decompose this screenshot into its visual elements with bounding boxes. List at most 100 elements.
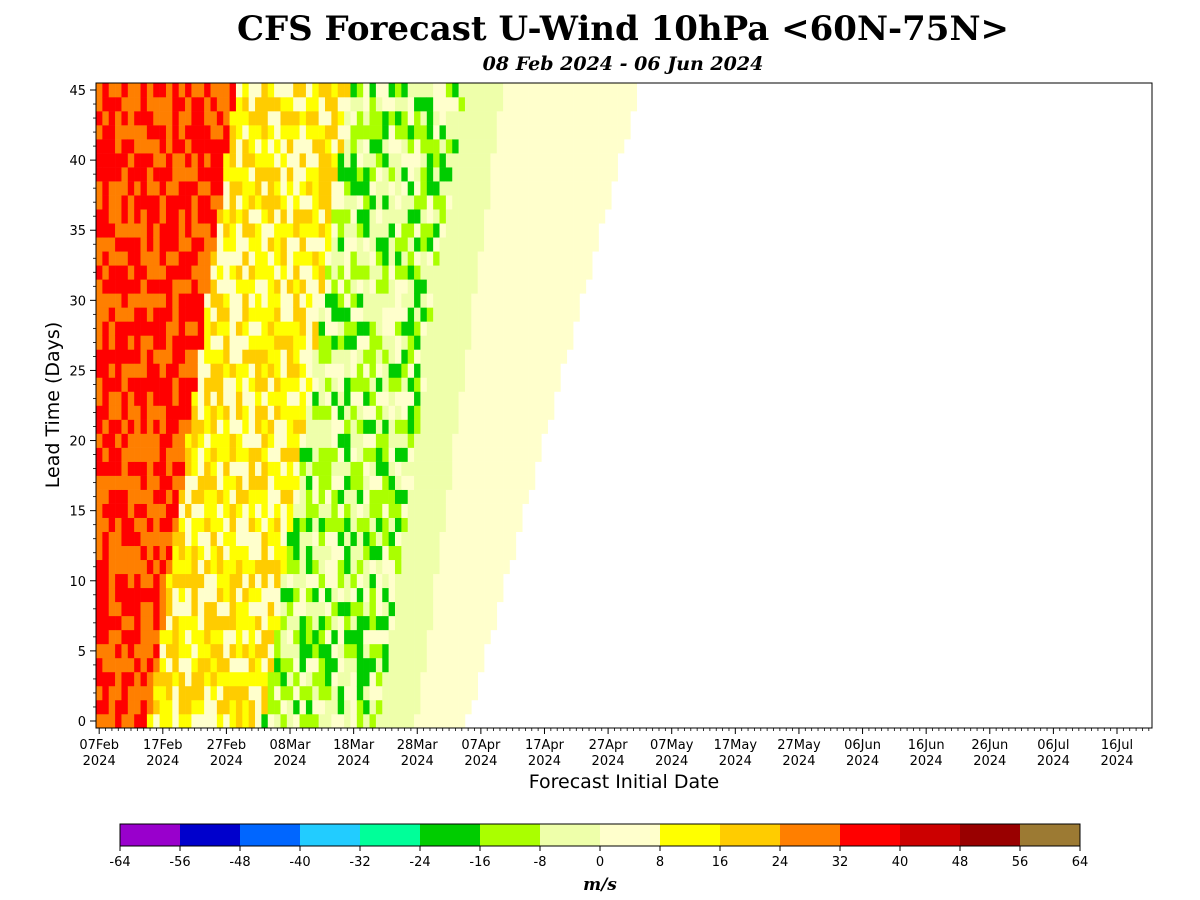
heatmap-cell xyxy=(439,349,447,364)
heatmap-cell xyxy=(210,419,218,434)
heatmap-cell xyxy=(464,391,472,406)
heatmap-cell xyxy=(146,447,154,462)
heatmap-cell xyxy=(172,447,179,462)
heatmap-cell xyxy=(121,629,129,645)
heatmap-cell xyxy=(592,125,599,140)
heatmap-cell xyxy=(267,713,275,729)
heatmap-cell xyxy=(267,433,275,448)
heatmap-cell xyxy=(337,139,345,154)
heatmap-cell xyxy=(344,111,351,126)
heatmap-cell xyxy=(515,377,523,392)
heatmap-cell xyxy=(134,433,141,448)
heatmap-cell xyxy=(579,251,587,266)
heatmap-cell xyxy=(108,559,116,575)
heatmap-cell xyxy=(382,237,389,252)
heatmap-cell xyxy=(445,265,453,280)
heatmap-cell xyxy=(159,111,167,126)
heatmap-cell xyxy=(401,321,409,336)
heatmap-cell xyxy=(121,167,129,182)
heatmap-cell xyxy=(325,503,332,518)
heatmap-cell xyxy=(560,195,568,210)
heatmap-cell xyxy=(204,573,211,589)
heatmap-cell xyxy=(299,643,307,659)
heatmap-cell xyxy=(127,139,135,154)
heatmap-cell xyxy=(356,405,364,420)
heatmap-cell xyxy=(204,307,211,322)
heatmap-cell xyxy=(197,713,205,729)
heatmap-cell xyxy=(191,475,199,490)
heatmap-cell xyxy=(560,223,568,238)
heatmap-cell xyxy=(121,195,129,210)
heatmap-cell xyxy=(216,111,224,126)
heatmap-cell xyxy=(439,223,447,238)
heatmap-cell xyxy=(541,251,548,266)
heatmap-cell xyxy=(439,433,447,448)
heatmap-cell xyxy=(579,111,587,126)
heatmap-cell xyxy=(197,167,205,182)
heatmap-cell xyxy=(191,643,199,659)
heatmap-cell xyxy=(261,377,269,392)
heatmap-cell xyxy=(178,475,186,490)
heatmap-cell xyxy=(604,181,612,196)
heatmap-cell xyxy=(464,629,472,645)
heatmap-cell xyxy=(96,265,103,280)
heatmap-cell xyxy=(235,167,243,182)
heatmap-cell xyxy=(267,643,275,659)
heatmap-cell xyxy=(515,167,523,182)
heatmap-cell xyxy=(515,139,523,154)
heatmap-cell xyxy=(248,657,256,673)
heatmap-cell xyxy=(452,349,459,364)
heatmap-cell xyxy=(235,391,243,406)
heatmap-cell xyxy=(108,671,116,687)
heatmap-cell xyxy=(165,657,173,673)
x-tick-label: 27Apr xyxy=(589,738,629,753)
heatmap-cell xyxy=(102,629,110,645)
heatmap-cell xyxy=(255,307,262,322)
heatmap-cell xyxy=(286,307,294,322)
heatmap-cell xyxy=(420,223,428,238)
colorbar-tick-label: -16 xyxy=(469,855,490,870)
heatmap-cell xyxy=(140,587,148,603)
heatmap-cell xyxy=(172,685,179,701)
heatmap-cell xyxy=(363,237,370,252)
heatmap-cell xyxy=(255,111,262,126)
heatmap-cell xyxy=(554,335,561,350)
heatmap-cell xyxy=(96,321,103,336)
heatmap-cell xyxy=(337,587,345,603)
heatmap-cell xyxy=(235,377,243,392)
heatmap-cell xyxy=(267,559,275,575)
x-tick-label: 28Mar xyxy=(397,738,439,753)
heatmap-cell xyxy=(325,489,332,504)
heatmap-cell xyxy=(299,573,307,589)
heatmap-cell xyxy=(242,573,249,589)
heatmap-cell xyxy=(216,209,224,224)
heatmap-cell xyxy=(401,223,409,238)
heatmap-cell xyxy=(305,657,313,673)
heatmap-cell xyxy=(153,139,160,154)
heatmap-cell xyxy=(235,139,243,154)
heatmap-cell xyxy=(312,531,319,547)
heatmap-cell xyxy=(274,181,281,196)
heatmap-cell xyxy=(445,223,453,238)
heatmap-cell xyxy=(318,307,326,322)
heatmap-cell xyxy=(554,209,561,224)
heatmap-cell xyxy=(528,237,536,252)
heatmap-cell xyxy=(267,307,275,322)
heatmap-cell xyxy=(159,671,167,687)
heatmap-cell xyxy=(445,587,453,603)
heatmap-cell xyxy=(420,601,428,617)
heatmap-cell xyxy=(286,559,294,575)
heatmap-cell xyxy=(153,489,160,504)
colorbar-swatch xyxy=(480,824,541,846)
heatmap-cell xyxy=(445,335,453,350)
heatmap-cell xyxy=(115,363,122,378)
heatmap-cell xyxy=(325,377,332,392)
heatmap-cell xyxy=(503,461,510,476)
heatmap-cell xyxy=(127,643,135,659)
heatmap-cell xyxy=(305,251,313,266)
heatmap-cell xyxy=(280,377,288,392)
heatmap-cell xyxy=(375,111,383,126)
heatmap-cell xyxy=(255,447,262,462)
heatmap-cell xyxy=(305,629,313,645)
heatmap-cell xyxy=(223,657,230,673)
